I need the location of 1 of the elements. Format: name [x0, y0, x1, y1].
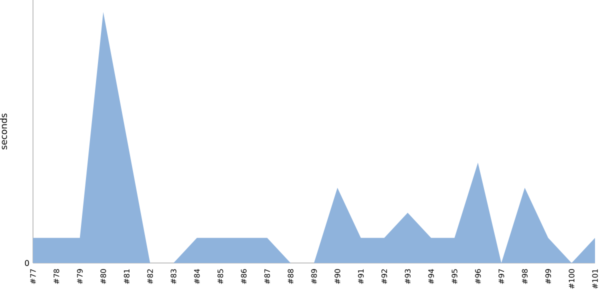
- y-axis-title: seconds: [0, 114, 8, 150]
